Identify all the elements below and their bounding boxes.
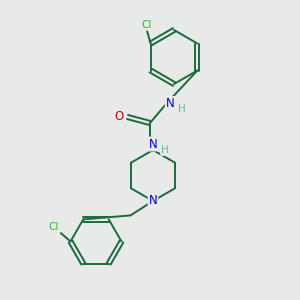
Text: N: N (149, 137, 158, 151)
Text: H: H (178, 104, 186, 114)
Text: N: N (148, 194, 158, 208)
Text: H: H (161, 145, 169, 155)
Text: Cl: Cl (142, 20, 152, 30)
Text: O: O (115, 110, 124, 124)
Text: N: N (166, 97, 175, 110)
Text: Cl: Cl (49, 222, 59, 232)
